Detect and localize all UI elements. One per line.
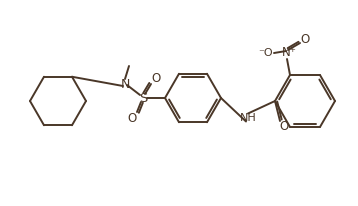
Text: ⁻O: ⁻O: [259, 48, 273, 58]
Text: O: O: [300, 32, 310, 45]
Text: O: O: [151, 72, 161, 85]
Text: N: N: [120, 77, 130, 90]
Text: O: O: [279, 119, 289, 132]
Text: O: O: [127, 112, 137, 125]
Text: S: S: [139, 92, 147, 105]
Text: NH: NH: [240, 113, 256, 123]
Text: N⁺: N⁺: [281, 45, 296, 58]
